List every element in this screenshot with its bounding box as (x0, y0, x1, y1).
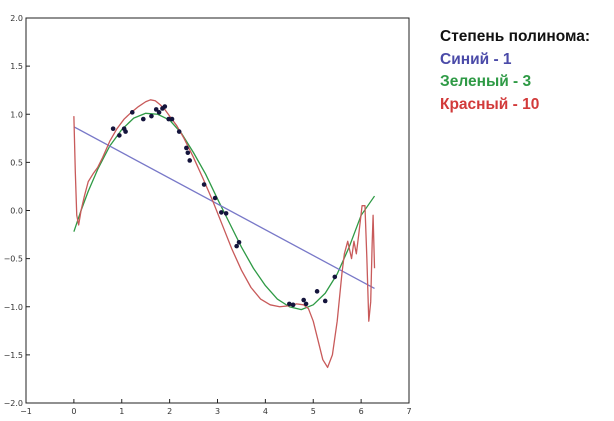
x-tick-label: 5 (311, 407, 316, 416)
scatter-point (322, 298, 328, 304)
scatter-point (123, 129, 128, 134)
y-tick-label: 0.0 (10, 207, 23, 216)
scatter-point (301, 297, 306, 303)
axis-layer: −1 0 1 2 3 4 5 6 7 2.0 1.5 1.0 0.5 0.0 −0.5 −1.0 −1.5 −2.… (4, 14, 412, 416)
y-tick-label: 1.0 (10, 110, 23, 119)
y-tick-label: 1.5 (10, 62, 23, 71)
scatter-point (212, 195, 218, 201)
scatter-point (110, 126, 116, 131)
scatter-point (287, 301, 292, 307)
scatter-point (153, 107, 159, 112)
plot-frame (25, 17, 410, 404)
scatter-point (184, 145, 189, 151)
scatter-point (169, 116, 175, 122)
scatter-point (117, 133, 122, 138)
scatter-point (176, 129, 182, 134)
scatter-point (129, 110, 135, 115)
series-layer (73, 99, 376, 369)
y-tick-label: −1.5 (4, 351, 23, 360)
y-tick-label: −0.5 (4, 255, 23, 264)
legend-entry-red: Красный - 10 (440, 95, 540, 113)
x-tick-label: 4 (263, 407, 268, 416)
scatter-point (166, 116, 171, 122)
scatter-point (156, 110, 162, 115)
scatter-point (236, 239, 242, 245)
y-tick-label: −1.0 (4, 303, 23, 312)
scatter-point (162, 104, 168, 109)
series-line-blue (73, 126, 375, 290)
legend-entry-blue: Синий - 1 (440, 50, 512, 68)
series-line-green (73, 112, 376, 311)
legend-title: Степень полинома: (440, 28, 591, 45)
scatter-point (332, 274, 338, 280)
scatter-point (314, 289, 320, 294)
scatter-point (149, 113, 154, 119)
x-tick-label: 3 (215, 407, 220, 416)
x-tick-label: 2 (167, 407, 172, 416)
scatter-point (201, 182, 207, 187)
legend: Степень полинома: Синий - 1 Зеленый - 3 … (440, 26, 614, 116)
scatter-point (290, 302, 296, 308)
y-tick-label: −2.0 (4, 399, 23, 408)
points-layer (110, 104, 338, 308)
x-tick-label: 6 (359, 407, 364, 416)
scatter-point (185, 150, 191, 156)
x-tick-label: 7 (406, 407, 411, 416)
legend-entry-green: Зеленый - 3 (440, 73, 532, 90)
scatter-point (303, 301, 309, 307)
scatter-point (234, 243, 239, 249)
scatter-point (223, 211, 229, 216)
scatter-point (140, 116, 146, 122)
series-line-red (73, 99, 376, 369)
scatter-point (219, 210, 224, 215)
y-tick-label: 2.0 (10, 14, 23, 23)
scatter-point (187, 158, 193, 163)
y-tick-label: 0.5 (10, 158, 23, 167)
x-tick-label: 1 (119, 407, 124, 416)
x-tick-label: 0 (71, 407, 76, 416)
x-tick-label: −1 (20, 407, 32, 416)
